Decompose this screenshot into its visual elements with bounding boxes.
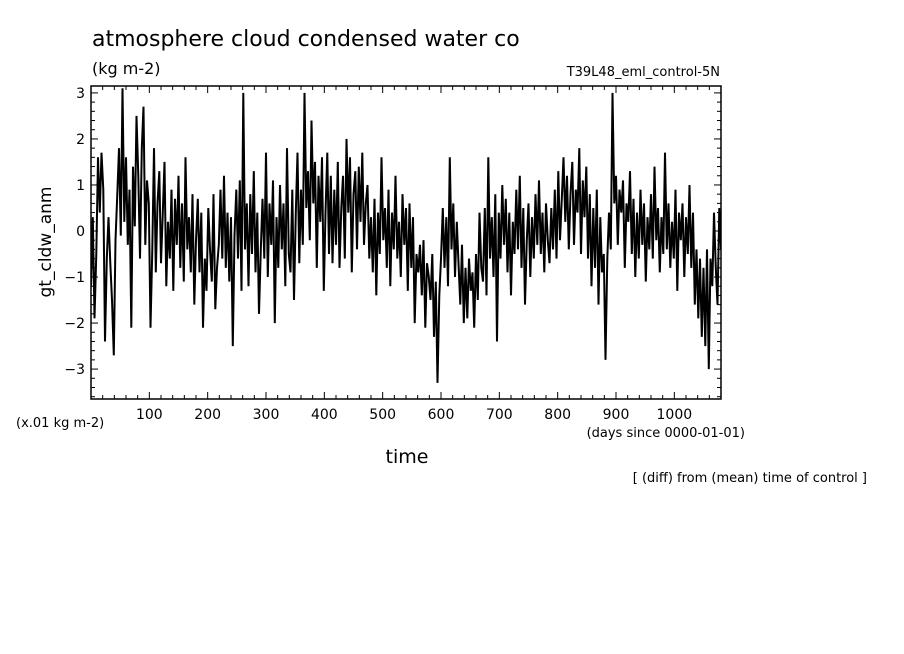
y-tick-label: 1 bbox=[76, 178, 85, 194]
x-tick-label: 200 bbox=[194, 407, 221, 423]
x-tick-label: 100 bbox=[136, 407, 163, 423]
plot-area bbox=[91, 88, 721, 383]
x-tick-label: 700 bbox=[486, 407, 513, 423]
y-tick-label: −1 bbox=[64, 270, 85, 286]
x-tick-label: 500 bbox=[369, 407, 396, 423]
y-tick-label: −2 bbox=[64, 316, 85, 332]
x-tick-label: 1000 bbox=[657, 407, 693, 423]
y-axis-label: gt_cldw_anm bbox=[36, 187, 56, 298]
y-tick-label: 0 bbox=[76, 224, 85, 240]
units-label: (kg m-2) bbox=[92, 59, 161, 78]
data-series-line bbox=[91, 88, 721, 383]
footnote: [ (diff) from (mean) time of control ] bbox=[633, 471, 867, 486]
x-tick-label: 800 bbox=[544, 407, 571, 423]
x-tick-label: 300 bbox=[253, 407, 280, 423]
chart-title: atmosphere cloud condensed water co bbox=[92, 27, 520, 52]
y-tick-label: −3 bbox=[64, 362, 85, 378]
experiment-label: T39L48_eml_control-5N bbox=[566, 65, 720, 80]
y-tick-label: 2 bbox=[76, 132, 85, 148]
x-tick-label: 900 bbox=[603, 407, 630, 423]
x-tick-label: 400 bbox=[311, 407, 338, 423]
x-axis-label: time bbox=[386, 446, 429, 468]
y-tick-label: 3 bbox=[76, 86, 85, 102]
y-units-label: (x.01 kg m-2) bbox=[16, 416, 104, 431]
x-axis-ticks: 100 200 300 400 500 600 700 800 900 1000 bbox=[102, 86, 722, 423]
x-tick-label: 600 bbox=[428, 407, 455, 423]
x-units-label: (days since 0000-01-01) bbox=[587, 426, 745, 441]
y-axis-ticks: 3 2 1 0 −1 −2 −3 bbox=[64, 86, 721, 398]
